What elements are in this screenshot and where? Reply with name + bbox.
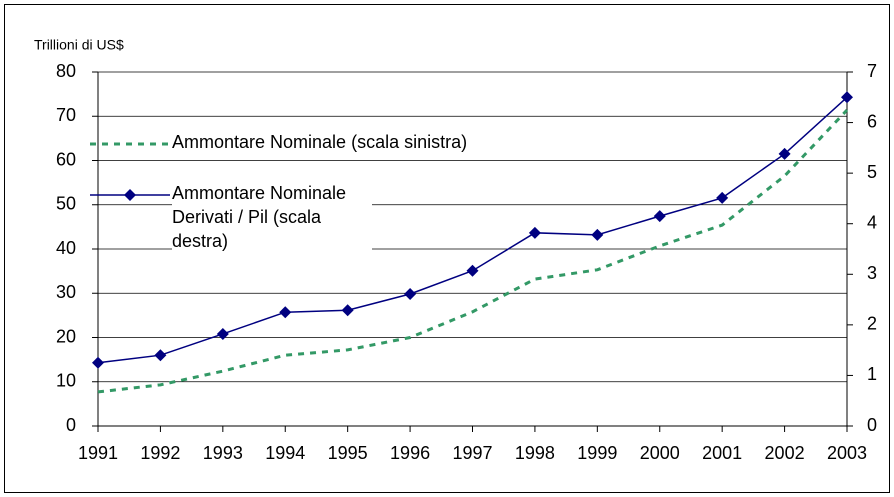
x-tick-label: 1993 xyxy=(203,443,243,463)
x-tick-label: 2000 xyxy=(640,443,680,463)
data-point xyxy=(92,356,104,369)
y-tick-label: 40 xyxy=(56,238,76,258)
y2-tick-label: 0 xyxy=(867,415,877,435)
x-tick-label: 1996 xyxy=(390,443,430,463)
y-axis-label: Trillioni di US$ xyxy=(34,37,124,53)
x-tick-label: 2001 xyxy=(702,443,742,463)
y2-tick-label: 2 xyxy=(867,314,877,334)
data-point xyxy=(653,210,666,223)
y-tick-label: 0 xyxy=(66,415,76,435)
y-tick-label: 80 xyxy=(56,61,76,81)
y-tick-label: 60 xyxy=(56,149,76,169)
chart-border xyxy=(4,4,890,493)
x-tick-label: 1992 xyxy=(140,443,180,463)
legend-label: Ammontare Nominale Derivati / Pil (scala… xyxy=(172,181,372,253)
x-tick-label: 1999 xyxy=(577,443,617,463)
y2-tick-label: 5 xyxy=(867,162,877,182)
x-tick-label: 2002 xyxy=(765,443,805,463)
data-point xyxy=(591,228,604,241)
y2-tick-label: 3 xyxy=(867,263,877,283)
data-point xyxy=(279,306,292,319)
series-line xyxy=(97,109,849,394)
y-tick-label: 10 xyxy=(56,371,76,391)
legend-marker xyxy=(124,189,136,201)
data-point xyxy=(528,226,541,239)
data-point xyxy=(154,349,167,362)
x-tick-label: 1994 xyxy=(265,443,305,463)
y2-tick-label: 4 xyxy=(867,212,877,232)
data-point xyxy=(466,264,479,277)
y-tick-label: 30 xyxy=(56,282,76,302)
legend-label: Ammontare Nominale (scala sinistra) xyxy=(172,130,468,154)
x-tick-label: 1991 xyxy=(78,443,118,463)
data-point xyxy=(841,91,853,104)
x-tick-label: 1995 xyxy=(328,443,368,463)
x-tick-label: 2003 xyxy=(827,443,867,463)
x-tick-label: 1997 xyxy=(452,443,492,463)
y2-tick-label: 7 xyxy=(867,61,877,81)
data-point xyxy=(341,304,354,317)
y2-tick-label: 6 xyxy=(867,111,877,131)
data-point xyxy=(404,288,417,301)
y-tick-label: 20 xyxy=(56,326,76,346)
x-tick-label: 1998 xyxy=(515,443,555,463)
data-point xyxy=(778,147,791,160)
y-tick-label: 50 xyxy=(56,194,76,214)
data-point xyxy=(716,191,729,204)
data-point xyxy=(216,327,229,340)
y-tick-label: 70 xyxy=(56,105,76,125)
y2-tick-label: 1 xyxy=(867,364,877,384)
